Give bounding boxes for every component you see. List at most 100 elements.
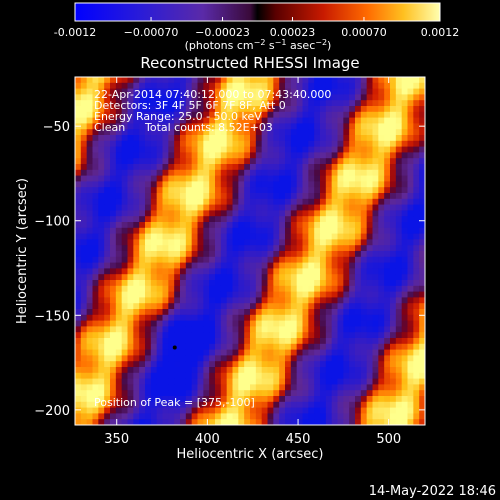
heatmap-cell: [372, 152, 379, 159]
heatmap-cell: [372, 309, 379, 316]
heatmap-cell: [215, 106, 222, 113]
heatmap-cell: [331, 349, 338, 356]
heatmap-cell: [395, 152, 403, 159]
heatmap-cell: [139, 367, 146, 374]
heatmap-cell: [255, 274, 263, 281]
heatmap-cell: [337, 245, 344, 252]
heatmap-cell: [220, 77, 228, 84]
heatmap-cell: [203, 100, 210, 107]
heatmap-cell: [145, 82, 152, 89]
heatmap-cell: [203, 88, 210, 95]
heatmap-cell: [337, 158, 344, 165]
heatmap-cell: [360, 164, 368, 171]
heatmap-cell: [355, 233, 362, 240]
heatmap-cell: [407, 227, 414, 234]
heatmap-cell: [355, 227, 362, 234]
heatmap-cell: [290, 338, 298, 345]
heatmap-cell: [378, 332, 385, 339]
heatmap-cell: [378, 407, 385, 414]
heatmap-cell: [80, 123, 88, 130]
heatmap-cell: [302, 378, 309, 385]
heatmap-cell: [290, 152, 298, 159]
heatmap-cell: [349, 164, 356, 171]
heatmap-cell: [331, 210, 338, 217]
heatmap-cell: [331, 326, 338, 333]
heatmap-cell: [413, 158, 420, 165]
heatmap-cell: [110, 204, 117, 211]
heatmap-cell: [150, 175, 158, 182]
heatmap-cell: [110, 407, 117, 414]
heatmap-cell: [191, 332, 198, 339]
heatmap-cell: [261, 187, 268, 194]
heatmap-cell: [133, 256, 140, 263]
heatmap-cell: [355, 401, 362, 408]
heatmap-cell: [302, 303, 309, 310]
heatmap-cell: [325, 355, 333, 362]
heatmap-cell: [331, 396, 338, 403]
heatmap-cell: [320, 140, 327, 147]
heatmap-cell: [401, 233, 408, 240]
heatmap-cell: [419, 77, 425, 84]
heatmap-cell: [407, 181, 414, 188]
heatmap-cell: [215, 227, 222, 234]
heatmap-cell: [325, 140, 333, 147]
heatmap-cell: [168, 94, 175, 101]
heatmap-cell: [133, 343, 140, 350]
heatmap-cell: [355, 111, 362, 118]
heatmap-cell: [279, 326, 286, 333]
heatmap-cell: [378, 222, 385, 229]
heatmap-cell: [174, 413, 181, 420]
heatmap-cell: [302, 314, 309, 321]
heatmap-cell: [238, 181, 245, 188]
heatmap-cell: [413, 332, 420, 339]
heatmap-cell: [162, 198, 169, 205]
heatmap-cell: [203, 227, 210, 234]
heatmap-cell: [139, 390, 146, 397]
heatmap-cell: [378, 106, 385, 113]
heatmap-cell: [92, 367, 99, 374]
heatmap-cell: [127, 378, 134, 385]
heatmap-cell: [355, 297, 362, 304]
heatmap-cell: [115, 413, 123, 420]
heatmap-cell: [127, 256, 134, 263]
heatmap-cell: [98, 367, 105, 374]
heatmap-cell: [261, 245, 268, 252]
heatmap-cell: [267, 140, 274, 147]
heatmap-cell: [337, 309, 344, 316]
heatmap-cell: [302, 251, 309, 258]
heatmap-cell: [98, 222, 105, 229]
heatmap-cell: [185, 401, 193, 408]
heatmap-cell: [197, 175, 204, 182]
heatmap-cell: [273, 123, 280, 130]
heatmap-cell: [255, 198, 263, 205]
heatmap-cell: [92, 239, 99, 246]
heatmap-cell: [273, 372, 280, 379]
heatmap-cell: [150, 355, 158, 362]
heatmap-cell: [104, 355, 111, 362]
heatmap-cell: [267, 297, 274, 304]
heatmap-cell: [121, 378, 128, 385]
heatmap-cell: [285, 164, 292, 171]
heatmap-cell: [209, 338, 216, 345]
heatmap-cell: [290, 256, 298, 263]
heatmap-cell: [419, 361, 425, 368]
heatmap-cell: [127, 198, 134, 205]
heatmap-cell: [98, 239, 105, 246]
heatmap-cell: [250, 239, 257, 246]
heatmap-cell: [343, 123, 350, 130]
heatmap-cell: [378, 338, 385, 345]
heatmap-cell: [413, 361, 420, 368]
heatmap-cell: [320, 413, 327, 420]
heatmap-cell: [139, 239, 146, 246]
heatmap-cell: [133, 297, 140, 304]
heatmap-cell: [156, 111, 163, 118]
heatmap-cell: [419, 314, 425, 321]
heatmap-cell: [255, 210, 263, 217]
heatmap-cell: [250, 349, 257, 356]
heatmap-cell: [203, 320, 210, 327]
heatmap-cell: [197, 100, 204, 107]
heatmap-cell: [360, 384, 368, 391]
heatmap-cell: [360, 158, 368, 165]
heatmap-cell: [395, 233, 403, 240]
heatmap-cell: [238, 285, 245, 292]
